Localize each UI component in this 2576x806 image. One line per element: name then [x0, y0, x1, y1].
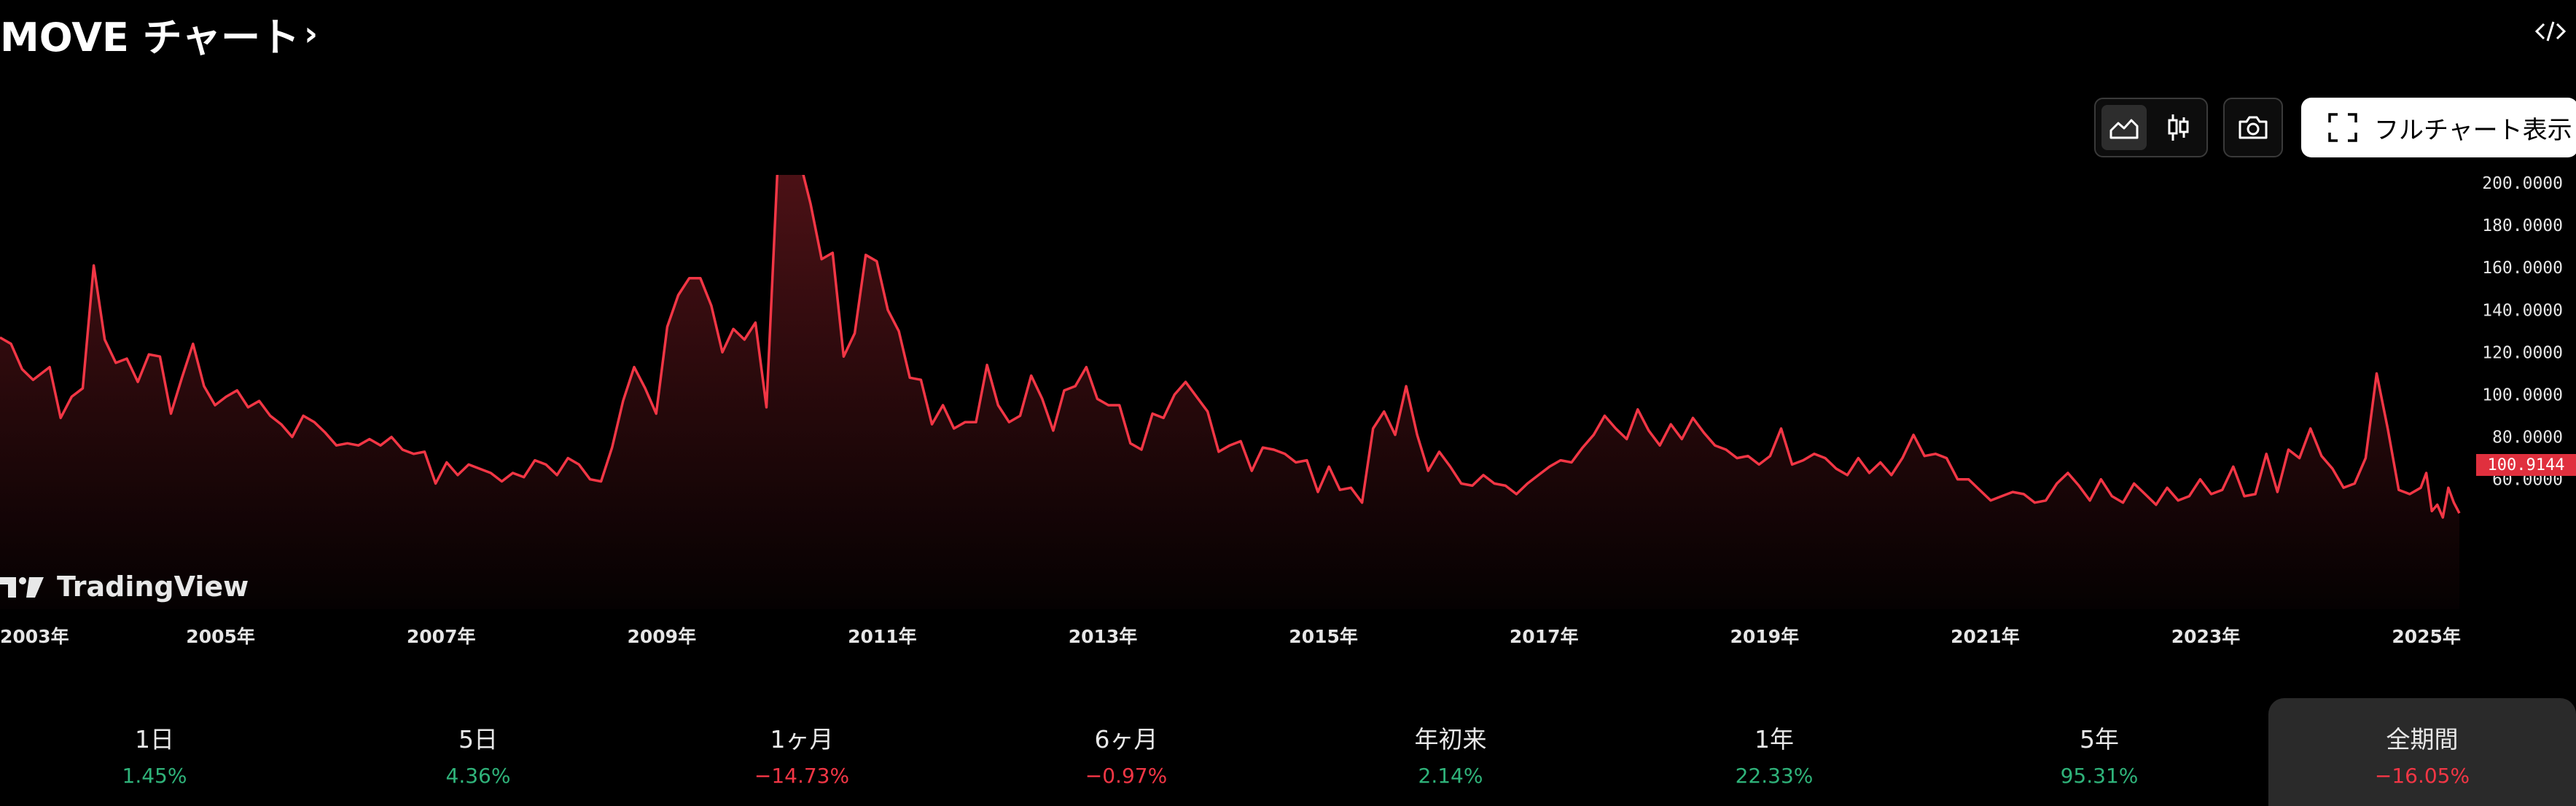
- period-performance-bar: 1日 1.45% 5日 4.36% 1ヶ月 −14.73% 6ヶ月 −0.97% 年初来 2.14…: [0, 698, 2576, 806]
- price-chart[interactable]: 60.000080.0000100.0000120.0000140.000016…: [0, 175, 2576, 663]
- x-tick-label: 2005年: [186, 626, 255, 647]
- period-change: 4.36%: [445, 764, 511, 788]
- period-change: −16.05%: [2374, 764, 2470, 788]
- series-area-fill: [0, 175, 2459, 609]
- period-tab[interactable]: 1ヶ月 −14.73%: [692, 698, 911, 806]
- chart-type-toggle: [2094, 98, 2208, 157]
- title-text: MOVE チャート: [0, 14, 300, 60]
- code-icon[interactable]: [2531, 16, 2570, 47]
- x-tick-label: 2025年: [2392, 626, 2461, 647]
- period-label: 1ヶ月: [770, 725, 834, 754]
- y-tick-label: 140.0000: [2482, 301, 2563, 320]
- period-change: 95.31%: [2060, 764, 2139, 788]
- series-line: [0, 175, 2461, 519]
- last-price-tag: 100.9144: [2476, 454, 2576, 476]
- page-title[interactable]: MOVE チャート ›: [0, 4, 318, 63]
- area-chart-button[interactable]: [2101, 105, 2147, 150]
- period-label: 5年: [2080, 725, 2119, 754]
- tradingview-wordmark: TradingView: [57, 571, 249, 603]
- y-tick-label: 120.0000: [2482, 343, 2563, 362]
- tradingview-logo: TradingView: [0, 568, 249, 605]
- y-tick-label: 180.0000: [2482, 216, 2563, 235]
- expand-icon: [2328, 113, 2357, 142]
- candlestick-button[interactable]: [2155, 105, 2201, 150]
- period-label: 1年: [1755, 725, 1794, 754]
- x-tick-label: 2007年: [407, 626, 476, 647]
- y-tick-label: 100.0000: [2482, 386, 2563, 405]
- y-tick-label: 200.0000: [2482, 175, 2563, 193]
- x-tick-label: 2013年: [1069, 626, 1138, 647]
- period-label: 1日: [135, 725, 174, 754]
- period-tab[interactable]: 1日 1.45%: [45, 698, 264, 806]
- camera-icon: [2239, 116, 2268, 139]
- period-tab[interactable]: 年初来 2.14%: [1341, 698, 1560, 806]
- period-change: 22.33%: [1735, 764, 1814, 788]
- y-tick-label: 80.0000: [2492, 429, 2563, 447]
- period-label: 6ヶ月: [1094, 725, 1158, 754]
- x-tick-label: 2017年: [1510, 626, 1579, 647]
- period-change: 2.14%: [1418, 764, 1483, 788]
- period-change: −0.97%: [1085, 764, 1168, 788]
- period-change: 1.45%: [122, 764, 187, 788]
- screenshot-button[interactable]: [2223, 98, 2283, 157]
- period-label: 5日: [458, 725, 498, 754]
- period-change: −14.73%: [754, 764, 850, 788]
- x-tick-label: 2011年: [848, 626, 917, 647]
- period-label: 年初来: [1414, 725, 1487, 754]
- period-tab[interactable]: 5日 4.36%: [369, 698, 588, 806]
- x-tick-label: 2015年: [1289, 626, 1358, 647]
- x-tick-label: 2023年: [2171, 626, 2241, 647]
- y-tick-label: 160.0000: [2482, 259, 2563, 278]
- x-tick-label: 2021年: [1951, 626, 2020, 647]
- x-tick-label: 2003年: [0, 626, 69, 647]
- x-tick-label: 2019年: [1730, 626, 1800, 647]
- full-chart-button[interactable]: フルチャート表示: [2301, 98, 2576, 157]
- x-tick-label: 2009年: [628, 626, 697, 647]
- period-tab[interactable]: 1年 22.33%: [1665, 698, 1884, 806]
- period-label: 全期間: [2386, 725, 2459, 754]
- candlestick-icon: [2168, 114, 2189, 141]
- area-chart-icon: [2109, 119, 2139, 139]
- full-chart-label: フルチャート表示: [2374, 115, 2572, 145]
- period-tab[interactable]: 5年 95.31%: [1990, 698, 2209, 806]
- tradingview-logo-icon: [0, 577, 44, 598]
- period-tab[interactable]: 6ヶ月 −0.97%: [1017, 698, 1236, 806]
- period-tab[interactable]: 全期間 −16.05%: [2268, 698, 2576, 806]
- chevron-right-icon: ›: [304, 14, 319, 53]
